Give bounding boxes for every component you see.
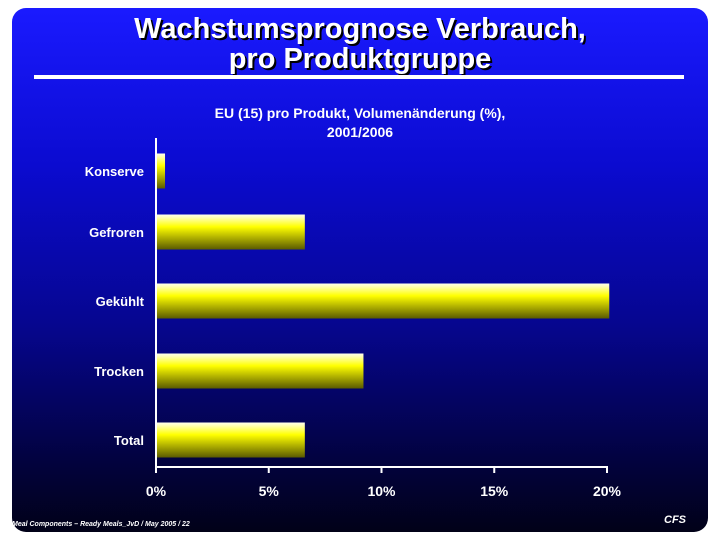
category-label: Gekühlt (96, 294, 145, 309)
footer-note: Meal Components – Ready Meals_JvD / May … (12, 521, 190, 528)
category-label: Total (114, 433, 144, 448)
x-tick-label: 0% (146, 483, 167, 499)
bar-trocken (156, 353, 364, 389)
chart-title: EU (15) pro Produkt, Volumenänderung (%)… (12, 104, 708, 142)
slide-title: Wachstumsprognose Verbrauch, pro Produkt… (12, 14, 708, 74)
chart-title-line-2: 2001/2006 (326, 124, 394, 140)
bar-total (156, 422, 305, 458)
title-divider (34, 75, 684, 79)
category-label: Gefroren (89, 225, 144, 240)
slide-background: Wachstumsprognose Verbrauch, pro Produkt… (12, 8, 708, 532)
category-label: Trocken (94, 364, 144, 379)
x-tick-label: 20% (593, 483, 622, 499)
chart-title-line-1: EU (15) pro Produkt, Volumenänderung (%)… (214, 105, 506, 121)
slide-title-line-2: pro Produktgruppe (228, 43, 492, 75)
bar-gefroren (156, 214, 305, 250)
category-label: Konserve (85, 164, 144, 179)
x-tick-label: 10% (367, 483, 396, 499)
x-tick-label: 5% (259, 483, 280, 499)
x-tick-label: 15% (480, 483, 509, 499)
bar-gekühlt (156, 283, 610, 319)
cfs-logo: CFS (664, 514, 686, 526)
slide-title-line-1: Wachstumsprognose Verbrauch, (134, 13, 586, 45)
bar-konserve (156, 153, 166, 189)
